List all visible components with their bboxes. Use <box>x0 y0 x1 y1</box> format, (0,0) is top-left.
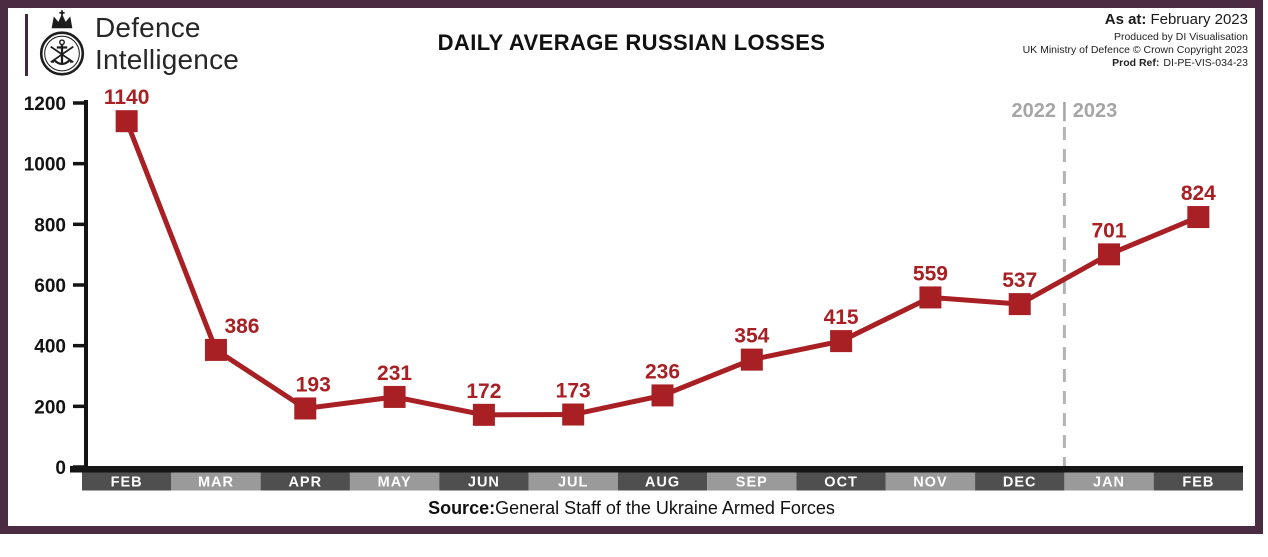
data-point-marker <box>562 403 585 426</box>
data-point-marker <box>919 286 942 309</box>
data-point-marker <box>1098 243 1121 266</box>
month-cell <box>1153 472 1243 491</box>
month-label: FEB <box>111 475 143 491</box>
month-label: JUL <box>558 475 588 491</box>
source-text: General Staff of the Ukraine Armed Force… <box>495 498 835 518</box>
data-point-label: 701 <box>1092 219 1127 242</box>
line-chart: 2022 | 2023 0 200 400 600 800 1000 1200 FEB MAR AP… <box>24 86 1243 491</box>
data-point-marker <box>204 338 227 361</box>
month-label: APR <box>288 475 322 491</box>
data-point-marker <box>740 348 763 371</box>
month-label: OCT <box>824 475 858 491</box>
as-at-value: February 2023 <box>1150 11 1248 28</box>
month-cell <box>349 472 440 491</box>
report-frame <box>0 0 1263 534</box>
data-point-label: 559 <box>913 262 948 285</box>
month-cell <box>171 472 261 491</box>
data-point-label: 172 <box>466 380 501 403</box>
x-axis-strip <box>70 466 1243 473</box>
page-title: DAILY AVERAGE RUSSIAN LOSSES <box>437 30 826 55</box>
prod-ref-line: Prod Ref: DI-PE-VIS-034-23 <box>1023 57 1248 70</box>
month-label: DEC <box>1003 475 1037 491</box>
data-point-label: 537 <box>1002 269 1037 292</box>
y-axis-tick-label: 1200 <box>24 94 66 115</box>
data-point-label: 1140 <box>104 86 150 109</box>
copyright-line: UK Ministry of Defence © Crown Copyright… <box>1022 44 1248 56</box>
data-point-label: 173 <box>556 380 591 403</box>
month-cell <box>707 472 797 491</box>
month-label: FEB <box>1182 475 1214 491</box>
produced-by-line: Produced by DI Visualisation <box>1113 31 1248 43</box>
data-point-marker <box>383 385 406 408</box>
data-point-marker <box>830 330 853 353</box>
data-point-label: 231 <box>377 362 412 385</box>
y-axis-tick-label: 600 <box>34 276 66 297</box>
month-cell <box>1064 472 1154 491</box>
logo-wordmark: Defence Intelligence <box>95 12 239 76</box>
month-label: JUN <box>468 475 500 491</box>
month-cell <box>617 472 708 491</box>
data-point-marker <box>651 384 674 407</box>
year-divider-label: 2022 | 2023 <box>1012 100 1118 122</box>
logo-word-defence: Defence <box>95 12 201 43</box>
month-cell <box>885 472 976 491</box>
y-axis-tick-label: 800 <box>34 215 66 236</box>
month-label: AUG <box>645 475 680 491</box>
data-point-marker <box>1008 293 1031 316</box>
month-cell <box>82 472 172 491</box>
month-label: SEP <box>736 475 768 491</box>
prod-ref-value: DI-PE-VIS-034-23 <box>1163 57 1248 69</box>
prod-ref-label: Prod Ref: <box>1112 57 1160 69</box>
mod-crest-icon <box>39 10 85 76</box>
data-point-label: 415 <box>824 306 859 329</box>
month-cell <box>528 472 618 491</box>
y-axis-tick-label: 400 <box>34 337 66 358</box>
data-point-marker <box>115 110 138 133</box>
data-point-label: 236 <box>645 360 680 383</box>
source-line: Source:General Staff of the Ukraine Arme… <box>0 498 1263 519</box>
data-point-marker <box>294 397 317 420</box>
as-at-label: As at: <box>1104 11 1147 28</box>
month-cell <box>796 472 886 491</box>
month-cell <box>975 472 1065 491</box>
y-axis-tick-label: 200 <box>34 397 66 418</box>
logo-word-intelligence: Intelligence <box>95 44 240 75</box>
month-label: MAR <box>198 475 234 491</box>
y-axis-tick-label: 1000 <box>24 155 66 176</box>
data-point-label: 386 <box>224 315 259 338</box>
report-meta: As at: February 2023 Produced by DI Visua… <box>1023 11 1248 70</box>
month-label: NOV <box>913 475 947 491</box>
logo-divider-rule <box>25 14 28 76</box>
month-label: JAN <box>1093 475 1125 491</box>
data-point-label: 354 <box>734 325 769 348</box>
as-at-line: As at: February 2023 <box>1023 11 1248 28</box>
source-label: Source: <box>428 498 496 518</box>
month-label: MAY <box>378 475 412 491</box>
data-point-marker <box>472 403 495 426</box>
month-cell <box>439 472 529 491</box>
y-axis-tick-label: 0 <box>55 458 66 479</box>
data-point-label: 193 <box>296 373 331 396</box>
month-cell <box>260 472 350 491</box>
data-point-marker <box>1187 206 1210 229</box>
data-point-label: 824 <box>1181 182 1216 205</box>
